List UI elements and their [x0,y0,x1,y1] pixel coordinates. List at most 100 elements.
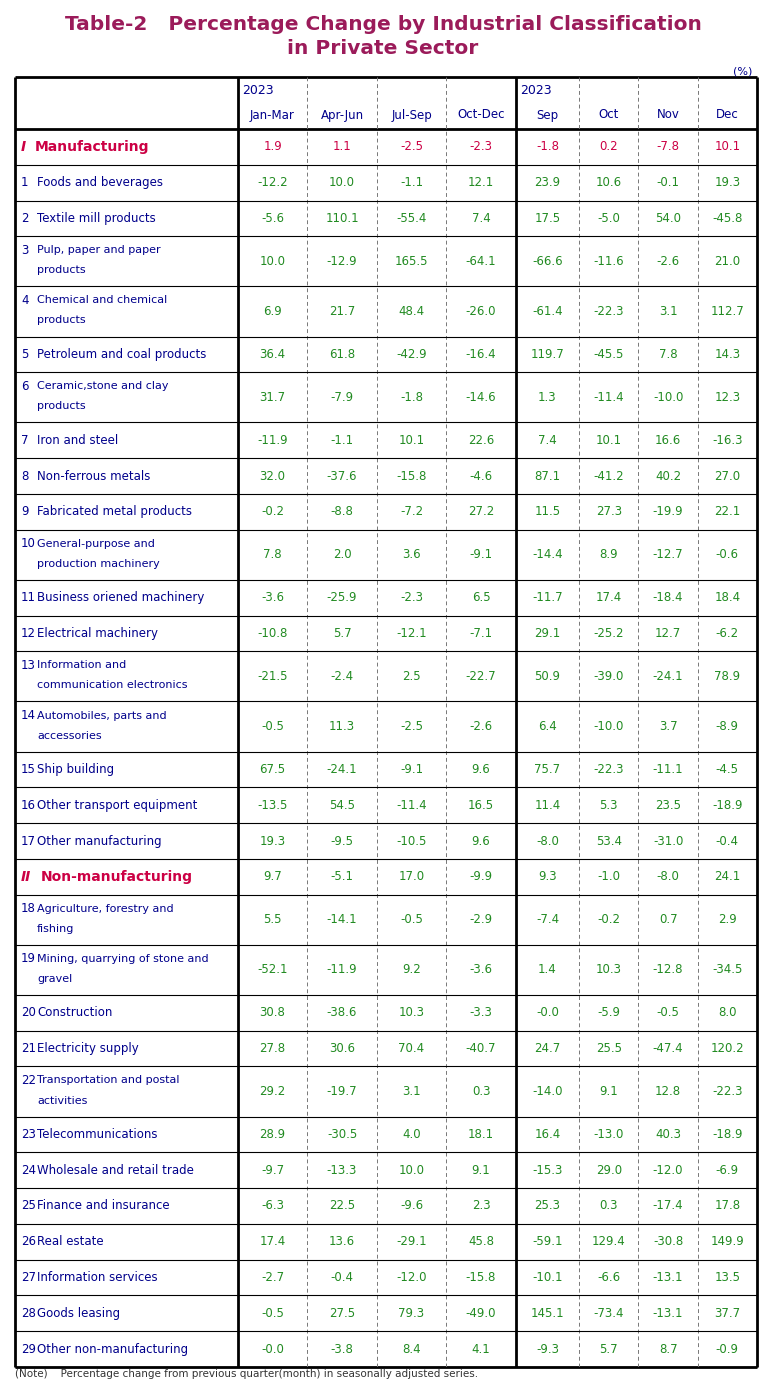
Text: -1.1: -1.1 [400,176,423,189]
Text: -11.4: -11.4 [396,799,427,811]
Text: 119.7: 119.7 [531,347,565,361]
Text: -12.7: -12.7 [653,549,683,561]
Text: -22.3: -22.3 [594,763,624,776]
Text: -9.1: -9.1 [400,763,423,776]
Text: 6.9: 6.9 [263,306,282,318]
Text: -2.3: -2.3 [470,140,493,153]
Text: Other non-manufacturing: Other non-manufacturing [37,1343,188,1356]
Text: -11.9: -11.9 [327,964,357,976]
Text: -8.0: -8.0 [656,871,679,883]
Text: II: II [21,870,31,883]
Text: -13.5: -13.5 [257,799,288,811]
Text: 29.2: 29.2 [259,1085,285,1097]
Text: 2023: 2023 [242,85,273,97]
Text: 18.4: 18.4 [715,592,741,604]
Text: 10.0: 10.0 [259,256,285,268]
Text: in Private Sector: in Private Sector [288,39,479,58]
Text: 1.9: 1.9 [263,140,282,153]
Text: 8.0: 8.0 [718,1006,737,1020]
Text: 17.4: 17.4 [596,592,622,604]
Text: 37.7: 37.7 [715,1307,741,1320]
Text: 16.5: 16.5 [468,799,494,811]
Text: 17.8: 17.8 [715,1200,741,1213]
Text: 5: 5 [21,347,28,361]
Text: -9.6: -9.6 [400,1200,423,1213]
Text: 27: 27 [21,1271,36,1283]
Text: -0.5: -0.5 [656,1006,679,1020]
Text: -2.6: -2.6 [656,256,679,268]
Text: 21.7: 21.7 [329,306,355,318]
Text: -8.9: -8.9 [716,720,739,733]
Text: 7.4: 7.4 [472,213,490,225]
Text: Foods and beverages: Foods and beverages [37,176,163,189]
Text: 9.6: 9.6 [472,835,490,847]
Text: -13.0: -13.0 [594,1128,624,1140]
Text: Goods leasing: Goods leasing [37,1307,120,1320]
Text: 165.5: 165.5 [395,256,428,268]
Text: 10.0: 10.0 [399,1164,425,1176]
Text: Telecommunications: Telecommunications [37,1128,158,1140]
Text: 2.9: 2.9 [718,913,737,926]
Text: 87.1: 87.1 [535,469,561,482]
Text: Manufacturing: Manufacturing [35,140,149,154]
Text: 19: 19 [21,953,36,965]
Text: -0.2: -0.2 [597,913,620,926]
Text: -4.6: -4.6 [470,469,493,482]
Text: 27.5: 27.5 [329,1307,355,1320]
Text: -3.6: -3.6 [470,964,493,976]
Text: 112.7: 112.7 [711,306,744,318]
Text: Electricity supply: Electricity supply [37,1042,138,1056]
Text: -1.8: -1.8 [400,390,423,404]
Text: 24.7: 24.7 [535,1042,561,1056]
Text: -16.4: -16.4 [466,347,496,361]
Text: -45.5: -45.5 [594,347,624,361]
Text: 22.1: 22.1 [715,506,741,518]
Text: 27.3: 27.3 [596,506,622,518]
Text: 7.8: 7.8 [659,347,677,361]
Text: -7.9: -7.9 [330,390,353,404]
Text: Jan-Mar: Jan-Mar [250,108,295,121]
Text: 9.1: 9.1 [472,1164,490,1176]
Text: 1.1: 1.1 [333,140,351,153]
Text: Sep: Sep [536,108,558,121]
Text: 54.0: 54.0 [655,213,681,225]
Text: -7.2: -7.2 [400,506,423,518]
Text: -10.1: -10.1 [532,1271,563,1283]
Text: 17: 17 [21,835,36,847]
Text: -0.4: -0.4 [716,835,739,847]
Text: 16.4: 16.4 [535,1128,561,1140]
Text: -0.4: -0.4 [330,1271,353,1283]
Text: fishing: fishing [37,924,74,933]
Text: -13.1: -13.1 [653,1307,683,1320]
Text: -6.3: -6.3 [261,1200,284,1213]
Text: 8: 8 [21,469,28,482]
Text: Petroleum and coal products: Petroleum and coal products [37,347,207,361]
Text: -19.7: -19.7 [327,1085,357,1097]
Text: 79.3: 79.3 [399,1307,425,1320]
Text: -7.8: -7.8 [656,140,679,153]
Text: 8.4: 8.4 [402,1343,421,1356]
Text: 19.3: 19.3 [715,176,741,189]
Text: -2.5: -2.5 [400,140,423,153]
Text: -9.9: -9.9 [470,871,493,883]
Text: -21.5: -21.5 [257,669,288,683]
Text: Other transport equipment: Other transport equipment [37,799,197,811]
Text: 5.7: 5.7 [600,1343,618,1356]
Text: 24.1: 24.1 [715,871,741,883]
Text: 70.4: 70.4 [399,1042,425,1056]
Text: -30.5: -30.5 [327,1128,357,1140]
Text: -18.9: -18.9 [712,799,743,811]
Text: -11.4: -11.4 [594,390,624,404]
Text: -14.1: -14.1 [327,913,357,926]
Text: 17.5: 17.5 [535,213,561,225]
Text: 30.8: 30.8 [259,1006,285,1020]
Text: 0.3: 0.3 [600,1200,618,1213]
Text: 17.4: 17.4 [259,1235,285,1249]
Text: 120.2: 120.2 [711,1042,744,1056]
Text: 2023: 2023 [519,85,552,97]
Text: -14.0: -14.0 [532,1085,563,1097]
Text: 7: 7 [21,433,28,447]
Text: -3.3: -3.3 [470,1006,493,1020]
Text: 29: 29 [21,1343,36,1356]
Text: 40.2: 40.2 [655,469,681,482]
